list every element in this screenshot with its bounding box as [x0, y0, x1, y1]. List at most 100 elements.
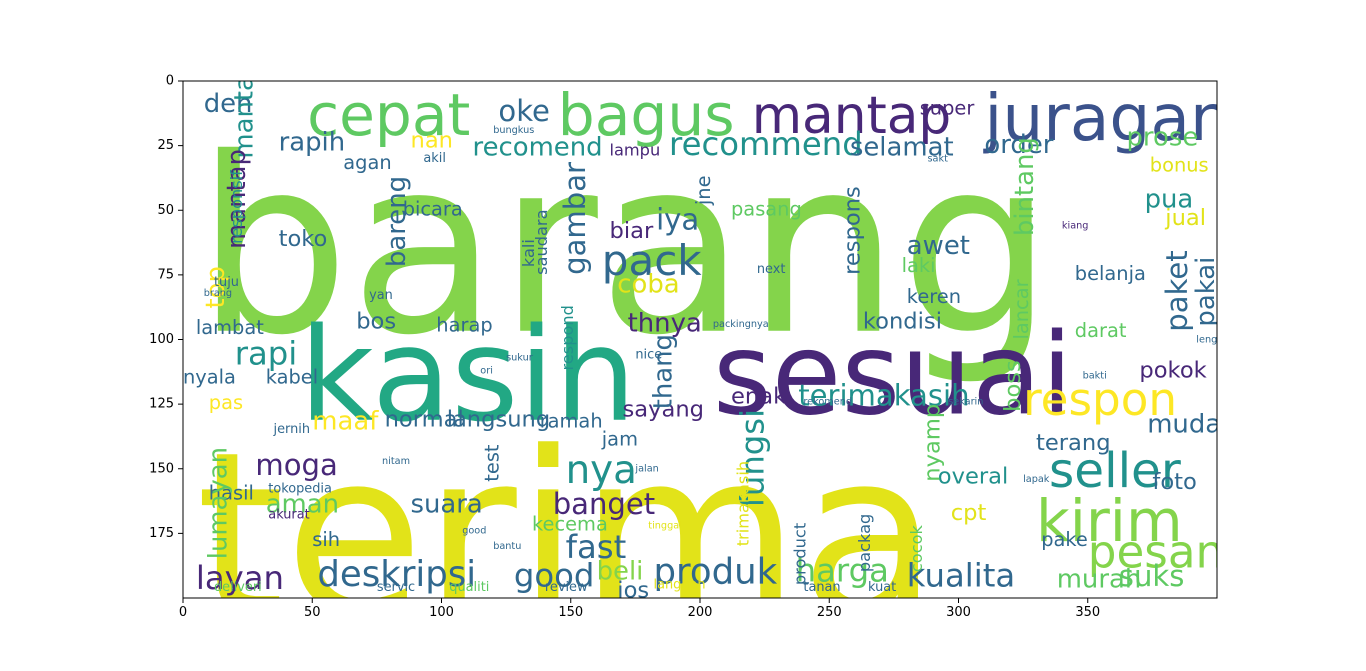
word-112: packingnya [713, 319, 769, 330]
word-44: kualita [907, 557, 1015, 595]
word-17: pack [602, 236, 702, 285]
word-134: lengkap [1196, 334, 1234, 345]
word-92: respons [840, 186, 866, 275]
word-102: packag [855, 514, 874, 572]
word-39: layan [196, 559, 284, 597]
word-105: saudara [532, 210, 551, 275]
word-13: nan [411, 128, 454, 154]
word-20: biar [610, 218, 654, 244]
word-128: nitam [382, 456, 410, 467]
word-71: belanja [1075, 262, 1146, 285]
word-10: recommend [669, 125, 863, 163]
word-89: thang [648, 334, 678, 409]
word-127: ori [480, 365, 493, 376]
y-tick-label-2: 50 [157, 203, 174, 218]
word-81: pas [209, 391, 243, 414]
word-62: kecema [532, 513, 608, 536]
word-68: jual [1164, 205, 1206, 231]
word-45: suks [1119, 559, 1185, 593]
word-7: mantap [752, 86, 952, 146]
x-tick-label-3: 150 [558, 605, 583, 620]
word-82: mantab [230, 59, 260, 159]
word-74: agan [343, 151, 391, 174]
word-97: respond [558, 305, 577, 370]
word-78: harap [436, 314, 492, 337]
x-tick-label-4: 200 [688, 605, 713, 620]
word-83: mantap [222, 149, 252, 249]
word-8: oke [498, 94, 550, 128]
word-61: sih [312, 528, 340, 551]
word-103: cocok [907, 524, 926, 572]
word-129: jalan [634, 464, 658, 475]
word-47: beli [597, 557, 644, 587]
word-91: bintang [1010, 137, 1040, 236]
word-116: bungkus [493, 125, 534, 136]
word-30: kirim [1036, 487, 1183, 555]
y-tick-label-3: 75 [157, 267, 174, 282]
word-72: darat [1075, 319, 1127, 342]
word-84: top [201, 266, 231, 308]
word-137: rekomend [803, 396, 852, 407]
x-axis: 0 50 100 150 200 250 300 350 [179, 598, 1100, 620]
word-132: good [462, 526, 486, 537]
word-36: suara [411, 489, 483, 519]
word-114: jernih [273, 422, 311, 437]
word-69: pua [1145, 184, 1194, 214]
word-90: paket [1160, 250, 1194, 331]
word-120: servic [377, 580, 415, 595]
word-109: yan [369, 288, 393, 303]
word-32: mudah [1147, 409, 1237, 439]
word-59: foto [1152, 469, 1196, 495]
word-133: sakt [928, 153, 949, 164]
word-123: langgan [654, 577, 706, 592]
word-5: bagus [558, 81, 735, 149]
word-28: pokok [1139, 358, 1207, 384]
word-4: cepat [307, 81, 470, 149]
word-23: thnya [628, 309, 702, 339]
x-tick-label-6: 300 [946, 605, 971, 620]
word-29: seller [1049, 443, 1181, 499]
word-49: maaf [312, 407, 379, 437]
word-25: bos [356, 309, 396, 335]
word-18: iya [656, 203, 699, 237]
word-56: overal [938, 464, 1009, 490]
word-75: lampu [610, 141, 661, 160]
word-11: recomend [473, 133, 603, 163]
word-34: nya [566, 448, 637, 493]
word-96: responsif [227, 170, 246, 244]
x-tick-label-7: 350 [1075, 605, 1100, 620]
word-12: rapih [279, 128, 346, 158]
word-138: sekarin [948, 396, 983, 407]
y-tick-label-0: 0 [166, 74, 174, 89]
word-16: prose [1127, 122, 1199, 152]
y-tick-label-5: 125 [149, 397, 174, 412]
word-115: akil [423, 151, 446, 166]
word-65: keren [907, 285, 961, 308]
word-130: tinggal [648, 521, 682, 532]
word-73: bicara [403, 197, 463, 220]
word-135: lapak [1023, 474, 1050, 485]
word-33: moga [255, 448, 337, 482]
word-58: terang [1036, 430, 1111, 456]
word-98: jne [692, 175, 715, 206]
word-38: fast [566, 528, 627, 566]
word-46: murah [1057, 564, 1142, 594]
y-tick-label-4: 100 [149, 332, 174, 347]
word-37: aman [266, 489, 339, 519]
word-55: enak [731, 383, 787, 409]
y-tick-label-6: 150 [149, 461, 174, 476]
word-95: boss [1000, 360, 1026, 412]
y-tick-label-7: 175 [149, 526, 174, 541]
word-77: lambat [196, 316, 264, 339]
word-60: hasil [209, 482, 254, 505]
y-tick-label-1: 25 [157, 138, 174, 153]
word-85: lumayan [204, 447, 234, 559]
word-40: deskripsi [317, 554, 476, 595]
word-121: qualiti [449, 580, 489, 595]
x-tick-label-2: 100 [429, 605, 454, 620]
x-tick-label-5: 250 [817, 605, 842, 620]
word-100: trimakasih [734, 461, 753, 546]
word-80: kabel [266, 365, 318, 388]
